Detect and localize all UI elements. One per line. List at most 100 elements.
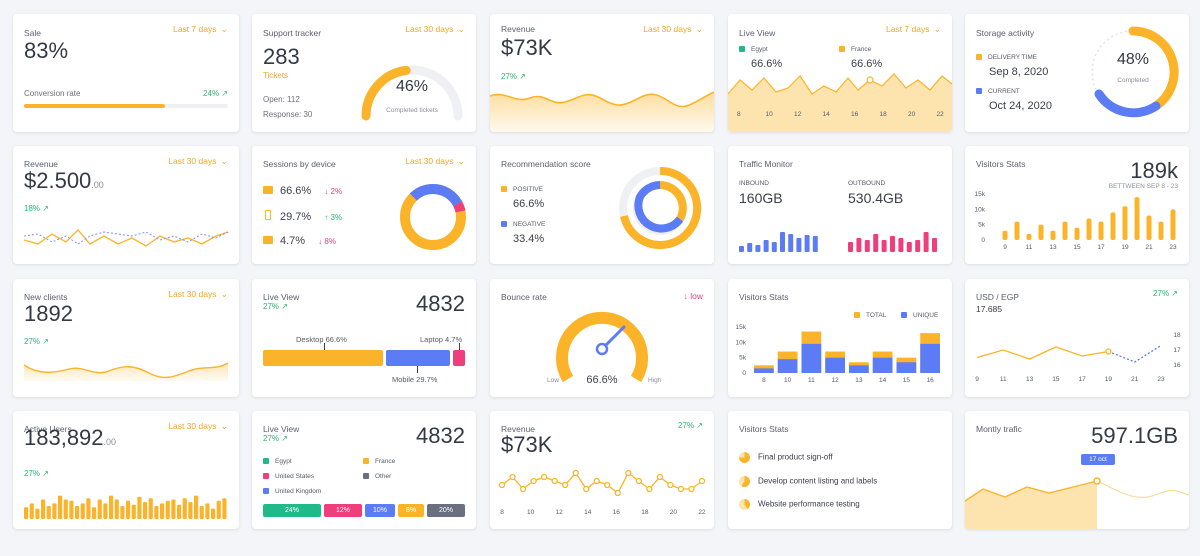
inbound-bar bbox=[788, 234, 794, 252]
x-tick-label: 19 bbox=[1121, 244, 1129, 251]
active-bar bbox=[165, 500, 170, 519]
card-title: Visitors Stats bbox=[739, 292, 789, 302]
period-dropdown[interactable]: Last 7 days ⌄ bbox=[172, 24, 228, 34]
clients-area-chart bbox=[23, 362, 229, 381]
card-title: Revenue bbox=[501, 424, 536, 434]
card-title: Sessions by device bbox=[263, 159, 336, 169]
monthly-traffic-card: Montly trafic 597.1GB 17 oct bbox=[965, 411, 1189, 529]
x-tick-label: 15 bbox=[903, 377, 911, 384]
x-tick-label: 17 bbox=[1097, 244, 1105, 251]
bounce-gauge bbox=[556, 312, 648, 383]
outbound-bar bbox=[864, 240, 870, 252]
card-title: Storage activity bbox=[976, 28, 1035, 38]
active-bar bbox=[171, 499, 176, 519]
revenue-point bbox=[509, 473, 516, 481]
x-tick-label: 12 bbox=[794, 111, 802, 118]
revenue-point bbox=[688, 485, 695, 493]
revenue-point-chart: 8 10 12 14 16 18 20 22 bbox=[498, 469, 706, 516]
revenue-card: Revenue Last 30 days ⌄ $73K 27% ↗ bbox=[490, 14, 714, 132]
period-dropdown[interactable]: Last 7 days ⌄ bbox=[885, 24, 941, 34]
revenue-value: $2.500.00 bbox=[24, 168, 104, 193]
chevron-down-icon: ⌄ bbox=[457, 24, 465, 34]
card-title: Recommendation score bbox=[501, 159, 591, 169]
x-tick-label: 23 bbox=[1157, 376, 1165, 383]
x-tick-label: 16 bbox=[613, 509, 621, 516]
change-badge: 27% ↗ bbox=[263, 434, 288, 443]
clients-value: 1892 bbox=[24, 301, 73, 326]
revenue-point bbox=[667, 481, 674, 489]
outbound-bar bbox=[923, 232, 929, 252]
active-bar bbox=[160, 503, 165, 519]
revenue-line-chart bbox=[23, 229, 229, 247]
x-tick-label: 11 bbox=[1026, 244, 1033, 251]
period-dropdown[interactable]: Last 30 days ⌄ bbox=[168, 421, 228, 431]
inbound-bar bbox=[763, 240, 769, 252]
active-bar bbox=[97, 499, 102, 519]
device-row-desktop: 66.6% ↓ 2% bbox=[263, 185, 342, 197]
visitors-card: Visitors Stats 189k BETTWEEN SEP 8 - 23 … bbox=[965, 146, 1189, 264]
card-title: Live View bbox=[263, 292, 300, 302]
revenue-point bbox=[698, 477, 706, 485]
task-item[interactable]: Develop content listing and labels bbox=[739, 476, 877, 487]
active-users-card: Active Users Last 30 days ⌄ 183,892.00 27… bbox=[13, 411, 239, 529]
unique-bar bbox=[872, 357, 893, 373]
visitors-stacked-chart: 15k 10k 5k 0 8 10 11 12 13 14 15 16 bbox=[736, 324, 940, 384]
visitors-bar bbox=[1002, 230, 1008, 240]
period-dropdown[interactable]: Last 30 days ⌄ bbox=[168, 156, 228, 166]
unique-bar bbox=[896, 362, 917, 373]
legend-united-states: United States bbox=[263, 473, 314, 480]
positive-label: POSITIVE bbox=[501, 186, 543, 193]
y-tick-label: 17 bbox=[1173, 347, 1181, 354]
active-bar bbox=[216, 500, 221, 519]
desktop-label: Desktop 66.6% bbox=[296, 335, 347, 344]
outbound-bar bbox=[848, 242, 853, 252]
card-title: Active Users bbox=[24, 424, 72, 434]
x-tick-label: 18 bbox=[879, 111, 887, 118]
live-view-card: Live View Last 7 days ⌄ Egypt 66.6% Franc… bbox=[728, 14, 952, 132]
mobile-label: Mobile 29.7% bbox=[392, 375, 438, 384]
ring-label: Completed bbox=[1117, 77, 1149, 84]
active-bar bbox=[222, 498, 227, 519]
bounce-value: 66.6% bbox=[586, 374, 618, 386]
usd-line-forecast bbox=[1108, 344, 1162, 363]
outbound-bar bbox=[898, 238, 904, 252]
bounce-card: Bounce rate ↓ low Low High 66.6% bbox=[490, 279, 714, 397]
outbound-value: 530.4GB bbox=[848, 190, 904, 206]
traffic-card: Traffic Monitor INBOUND 160GB OUTBOUND 5… bbox=[728, 146, 952, 264]
y-tick-label: 10k bbox=[736, 339, 747, 346]
legend-united-kingdom: United Kingdom bbox=[263, 488, 321, 495]
active-bar bbox=[80, 503, 85, 519]
period-dropdown[interactable]: Last 30 days ⌄ bbox=[405, 24, 465, 34]
task-item[interactable]: Final product sign-off bbox=[739, 452, 833, 463]
active-bar bbox=[35, 508, 40, 519]
response-count: Response: 30 bbox=[263, 110, 313, 119]
conversion-label: Conversion rate bbox=[24, 89, 81, 98]
mobile-pointer bbox=[417, 366, 418, 373]
y-tick-label: 15k bbox=[736, 324, 747, 331]
chevron-down-icon: ⌄ bbox=[220, 421, 228, 431]
x-tick-label: 23 bbox=[1169, 244, 1177, 251]
legend-egypt: Egypt bbox=[739, 46, 768, 53]
active-bar bbox=[92, 507, 97, 519]
sale-card: Sale Last 7 days ⌄ 83% Conversion rate 24… bbox=[13, 14, 239, 132]
period-dropdown[interactable]: Last 30 days ⌄ bbox=[643, 24, 703, 34]
card-title: Montly trafic bbox=[976, 424, 1022, 434]
visitors-bar bbox=[1038, 224, 1044, 240]
x-tick-label: 10 bbox=[527, 509, 535, 516]
unique-bar bbox=[801, 343, 822, 373]
period-dropdown[interactable]: Last 30 days ⌄ bbox=[168, 289, 228, 299]
inbound-bars bbox=[739, 232, 818, 252]
period-dropdown[interactable]: Last 30 days ⌄ bbox=[405, 156, 465, 166]
monthly-area-chart bbox=[965, 477, 1189, 529]
outbound-bar bbox=[890, 236, 895, 252]
task-item[interactable]: Website performance testing bbox=[739, 499, 860, 510]
revenue-point bbox=[593, 477, 600, 485]
change-badge: 24% ↗ bbox=[203, 89, 228, 98]
tickets-unit: Tickets bbox=[263, 71, 289, 80]
active-bar bbox=[143, 502, 148, 519]
active-bar bbox=[177, 504, 182, 519]
revenue-point bbox=[572, 469, 579, 477]
active-bar bbox=[86, 498, 91, 519]
active-bar bbox=[120, 506, 125, 519]
legend-swatch bbox=[363, 473, 369, 480]
